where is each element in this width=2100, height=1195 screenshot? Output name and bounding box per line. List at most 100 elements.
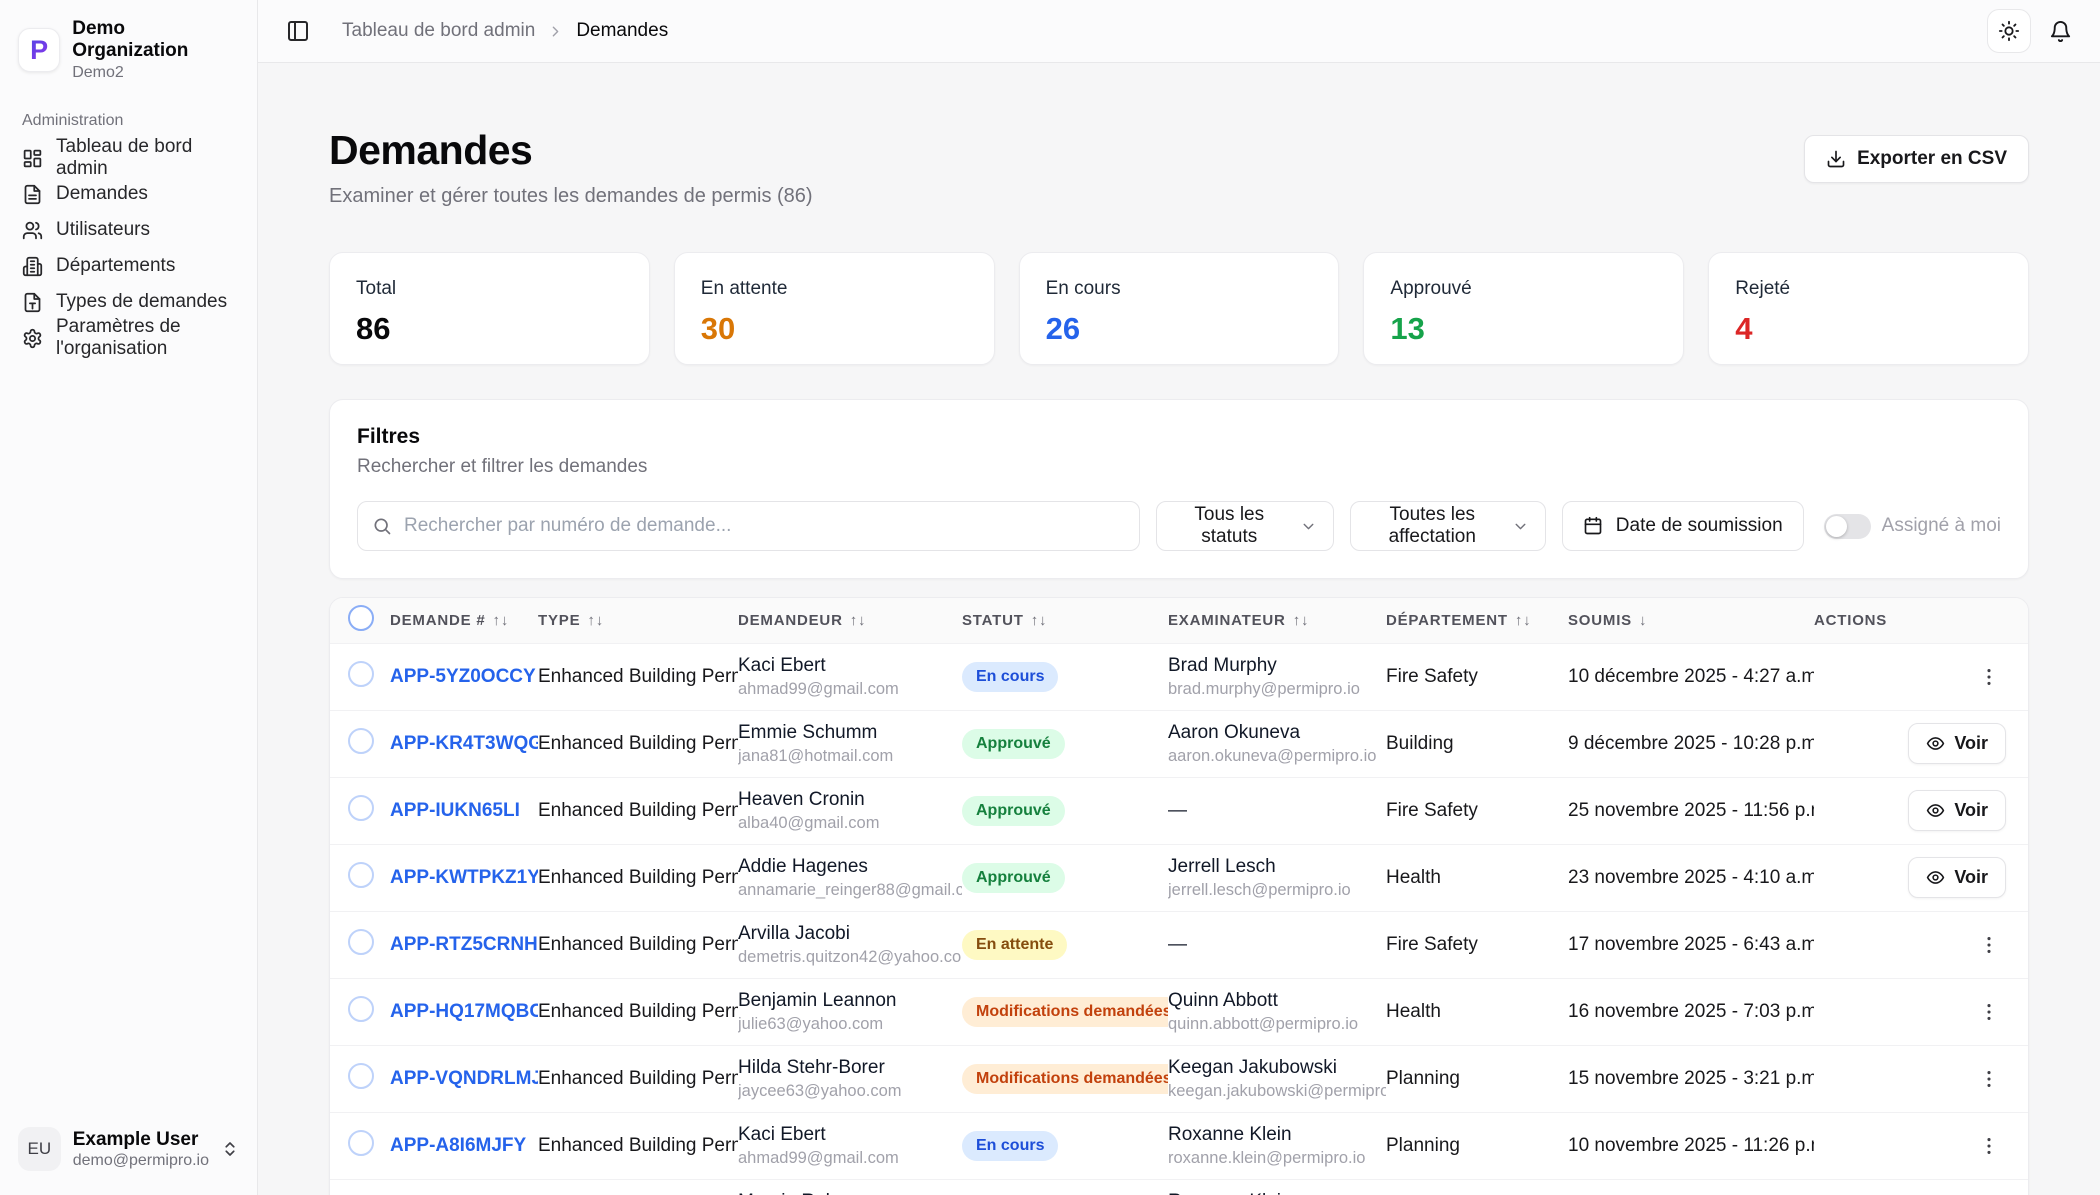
examiner-email: jerrell.lesch@permipro.io	[1168, 881, 1351, 899]
search-input[interactable]	[357, 501, 1140, 551]
column-header-demandeur[interactable]: DEMANDEUR ↑↓	[738, 611, 867, 629]
row-checkbox[interactable]	[348, 928, 374, 955]
select-all-checkbox[interactable]	[348, 605, 374, 632]
submitted-cell: 17 novembre 2025 - 6:43 a.m.	[1568, 933, 1814, 955]
table-row: APP-RTZ5CRNH Enhanced Building Permit Ar…	[330, 911, 2028, 978]
eye-icon	[1926, 801, 1945, 820]
org-logo-letter: P	[30, 34, 49, 65]
sidebar-item-demandes[interactable]: Demandes	[14, 176, 243, 212]
sidebar-item-parametres-organisation[interactable]: Paramètres de l'organisation	[14, 316, 243, 359]
status-badge: Approuvé	[962, 728, 1065, 759]
department-cell: Planning	[1386, 1067, 1460, 1089]
topbar-actions	[1987, 9, 2072, 53]
examiner-name: Aaron Okuneva	[1168, 722, 1301, 743]
breadcrumb-parent[interactable]: Tableau de bord admin	[342, 20, 536, 41]
user-name: Example User	[72, 1128, 199, 1150]
examiner-cell: Roxanne Klein roxanne.klein@permipro.io	[1168, 1179, 1386, 1195]
sidebar-item-types-de-demandes[interactable]: Types de demandes	[14, 284, 243, 320]
row-checkbox[interactable]	[348, 1062, 374, 1089]
examiner-email: roxanne.klein@permipro.io	[1168, 1149, 1366, 1167]
column-header-departement[interactable]: DÉPARTEMENT ↑↓	[1386, 611, 1532, 629]
sidebar-item-departements[interactable]: Départements	[14, 248, 243, 284]
row-menu-button[interactable]	[1972, 1062, 2006, 1096]
submission-date-filter-button[interactable]: Date de soumission	[1561, 501, 1804, 551]
column-header-soumis[interactable]: SOUMIS ↓	[1568, 611, 1648, 629]
assigned-to-me-toggle[interactable]	[1823, 513, 1871, 539]
page-header: Demandes Examiner et gérer toutes les de…	[329, 127, 2029, 208]
row-menu-button[interactable]	[1972, 928, 2006, 962]
request-id-link[interactable]: APP-RTZ5CRNH	[390, 933, 538, 955]
export-csv-button[interactable]: Exporter en CSV	[1804, 135, 2029, 183]
view-button[interactable]: Voir	[1908, 790, 2006, 831]
sidebar-item-utilisateurs[interactable]: Utilisateurs	[14, 212, 243, 248]
more-vertical-icon	[1978, 1001, 2000, 1023]
request-id-cell: APP-HQ17MQBC	[390, 978, 538, 1045]
request-id-link[interactable]: APP-IUKN65LI	[390, 799, 520, 821]
sidebar-nav: Tableau de bord admin Demandes Utilisate…	[14, 136, 243, 359]
applicant-name: Kaci Ebert	[738, 1124, 826, 1145]
sidebar-toggle-button[interactable]	[286, 19, 310, 43]
request-id-cell: APP-5YZ0OCCY	[390, 643, 538, 710]
assignment-filter-select[interactable]: Toutes les affectation	[1349, 501, 1546, 551]
row-checkbox[interactable]	[348, 660, 374, 687]
examiner-cell: Brad Murphy brad.murphy@permipro.io	[1168, 643, 1386, 710]
user-menu[interactable]: EU Example User demo@permipro.io	[14, 1121, 243, 1177]
table-header-row: DEMANDE # ↑↓ TYPE ↑↓ DEMANDEUR ↑↓ STATUT ↑↓ …	[330, 598, 2028, 643]
row-checkbox[interactable]	[348, 1129, 374, 1156]
row-checkbox[interactable]	[348, 861, 374, 888]
status-filter-select[interactable]: Tous les statuts	[1155, 501, 1334, 551]
request-id-link[interactable]: APP-HQ17MQBC	[390, 1000, 538, 1022]
row-checkbox-cell	[330, 643, 390, 710]
users-icon	[22, 220, 43, 241]
notifications-button[interactable]	[2049, 20, 2072, 43]
table-row: APP-KR4T3WQG Enhanced Building Permit Em…	[330, 710, 2028, 777]
examiner-email: aaron.okuneva@permipro.io	[1168, 747, 1377, 765]
row-checkbox-cell	[330, 1045, 390, 1112]
sidebar-item-tableau-de-bord-admin[interactable]: Tableau de bord admin	[14, 136, 243, 179]
row-menu-button[interactable]	[1972, 660, 2006, 694]
requests-table: DEMANDE # ↑↓ TYPE ↑↓ DEMANDEUR ↑↓ STATUT ↑↓ …	[330, 598, 2028, 1195]
row-checkbox[interactable]	[348, 727, 374, 754]
sidebar-item-label: Utilisateurs	[56, 219, 150, 240]
column-header-statut[interactable]: STATUT ↑↓	[962, 611, 1048, 629]
row-menu-button[interactable]	[1972, 995, 2006, 1029]
applicant-name: Addie Hagenes	[738, 856, 868, 877]
stat-card: Approuvé 13	[1363, 252, 1685, 365]
request-id-link[interactable]: APP-A8I6MJFY	[390, 1134, 527, 1156]
applicant-cell: Kaci Ebert ahmad99@gmail.com	[738, 1112, 962, 1179]
request-id-link[interactable]: APP-KWTPKZ1Y	[390, 866, 538, 888]
sidebar: P Demo Organization Demo2 Administration…	[0, 0, 258, 1195]
applicant-email: alba40@gmail.com	[738, 814, 880, 832]
org-sub: Demo2	[72, 64, 124, 81]
sort-icon: ↓	[1638, 611, 1648, 629]
applicant-name: Emmie Schumm	[738, 722, 878, 743]
row-checkbox[interactable]	[348, 794, 374, 821]
submitted-cell: 25 novembre 2025 - 11:56 p.m.	[1568, 799, 1814, 821]
view-button[interactable]: Voir	[1908, 857, 2006, 898]
column-header-demande[interactable]: DEMANDE # ↑↓	[390, 611, 510, 629]
row-checkbox-cell	[330, 844, 390, 911]
file-type-icon	[22, 292, 43, 313]
table-row: APP-VQNDRLMJ Enhanced Building Permit Hi…	[330, 1045, 2028, 1112]
chevron-right-icon	[547, 23, 564, 40]
request-id-link[interactable]: APP-KR4T3WQG	[390, 732, 538, 754]
submitted-cell: 10 novembre 2025 - 11:26 p.m.	[1568, 1134, 1814, 1156]
stat-value: 4	[1735, 311, 1753, 346]
sort-icon: ↑↓	[1514, 611, 1532, 629]
column-header-examinateur[interactable]: EXAMINATEUR ↑↓	[1168, 611, 1310, 629]
org-name: Demo Organization	[72, 18, 189, 61]
view-button[interactable]: Voir	[1908, 723, 2006, 764]
column-header-type[interactable]: TYPE ↑↓	[538, 611, 604, 629]
request-id-link[interactable]: APP-5YZ0OCCY	[390, 665, 536, 687]
applicant-email: ahmad99@gmail.com	[738, 1149, 899, 1167]
row-menu-button[interactable]	[1972, 1129, 2006, 1163]
main-area: Tableau de bord admin Demandes Demandes …	[258, 0, 2100, 1195]
applicant-email: julie63@yahoo.com	[738, 1015, 884, 1033]
row-checkbox[interactable]	[348, 995, 374, 1022]
examiner-name: Jerrell Lesch	[1168, 856, 1276, 877]
page-title: Demandes	[329, 127, 533, 173]
request-id-link[interactable]: APP-VQNDRLMJ	[390, 1067, 538, 1089]
theme-toggle-button[interactable]	[1987, 9, 2031, 53]
assigned-to-me-label: Assigné à moi	[1881, 515, 2001, 536]
status-badge: En cours	[962, 1130, 1059, 1161]
